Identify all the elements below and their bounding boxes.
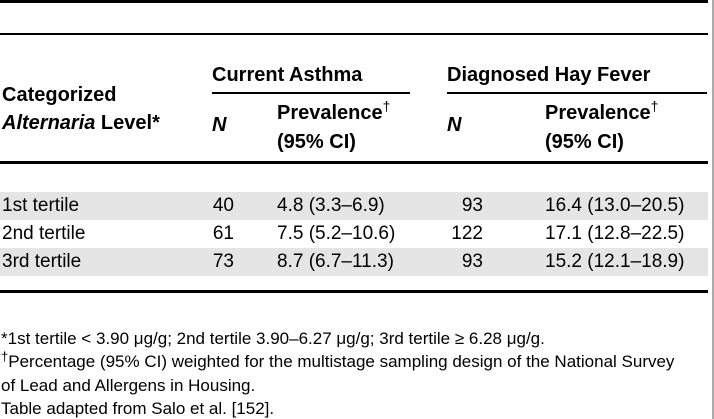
row-header-line1: Categorized	[2, 84, 117, 106]
current-asthma-underline	[212, 92, 410, 94]
header-bottom-rule	[0, 161, 708, 164]
prevalence-header-hayfever: Prevalence† (95% CI)	[545, 98, 659, 156]
hayfever-n-value: 93	[461, 195, 483, 216]
row-label: 2nd tertile	[2, 223, 86, 244]
hayfever-prevalence-value: 17.1 (12.8–22.5)	[545, 223, 685, 244]
row-label: 3rd tertile	[2, 251, 82, 272]
prevalence-header-line1: Prevalence†	[277, 98, 391, 128]
dagger-icon: †	[382, 98, 391, 114]
row-header-categorized-alternaria-level: Categorized Alternaria Level*	[2, 81, 160, 137]
row-header-line2: Alternaria Level*	[2, 109, 160, 137]
asthma-prevalence-value: 8.7 (6.7–11.3)	[277, 251, 394, 272]
footnote-weighting-line1: Percentage (95% CI) weighted for the mul…	[8, 352, 675, 371]
dagger-icon: †	[650, 98, 659, 114]
footnote-source: Table adapted from Salo et al. [152].	[1, 399, 275, 418]
prevalence-header-line1: Prevalence†	[545, 98, 659, 128]
level-asterisk: Level*	[95, 112, 160, 134]
asthma-n-value: 40	[212, 195, 234, 216]
hayfever-n-value: 93	[461, 251, 483, 272]
asthma-n-value: 61	[212, 223, 234, 244]
footnote-tertile-definition: *1st tertile < 3.90 μg/g; 2nd tertile 3.…	[1, 329, 545, 348]
top-rule	[0, 0, 708, 3]
footnote-weighting-line2: of Lead and Allergens in Housing.	[1, 376, 256, 395]
n-header-asthma: N	[212, 114, 227, 136]
hayfever-prevalence-value: 15.2 (12.1–18.9)	[545, 251, 685, 272]
table-row: 2nd tertile 61 7.5 (5.2–10.6) 122 17.1 (…	[0, 220, 708, 248]
prevalence-word: Prevalence	[545, 102, 651, 124]
asthma-prevalence-value: 4.8 (3.3–6.9)	[277, 195, 385, 216]
column-group-current-asthma: Current Asthma	[212, 64, 363, 86]
column-group-diagnosed-hay-fever: Diagnosed Hay Fever	[447, 64, 651, 86]
hay-fever-underline	[447, 92, 707, 94]
asthma-n-value: 73	[212, 251, 234, 272]
prevalence-header-line2: (95% CI)	[277, 131, 356, 153]
dagger-icon: †	[1, 349, 9, 364]
prevalence-header-asthma: Prevalence† (95% CI)	[277, 98, 391, 156]
footnote-weighting: †Percentage (95% CI) weighted for the mu…	[1, 349, 711, 374]
n-header-hayfever: N	[447, 114, 462, 136]
table-row: 1st tertile 40 4.8 (3.3–6.9) 93 16.4 (13…	[0, 192, 708, 220]
table-bottom-rule	[0, 290, 708, 293]
header-top-rule	[0, 33, 708, 35]
image-edge-border	[712, 0, 714, 419]
hayfever-n-value: 122	[451, 223, 483, 244]
table-row: 3rd tertile 73 8.7 (6.7–11.3) 93 15.2 (1…	[0, 248, 708, 276]
alternaria-italic: Alternaria	[2, 112, 96, 134]
prevalence-header-line2: (95% CI)	[545, 131, 624, 153]
hayfever-prevalence-value: 16.4 (13.0–20.5)	[545, 195, 685, 216]
footnotes: *1st tertile < 3.90 μg/g; 2nd tertile 3.…	[1, 327, 711, 419]
prevalence-word: Prevalence	[277, 102, 383, 124]
asthma-prevalence-value: 7.5 (5.2–10.6)	[277, 223, 396, 244]
row-label: 1st tertile	[2, 195, 80, 216]
